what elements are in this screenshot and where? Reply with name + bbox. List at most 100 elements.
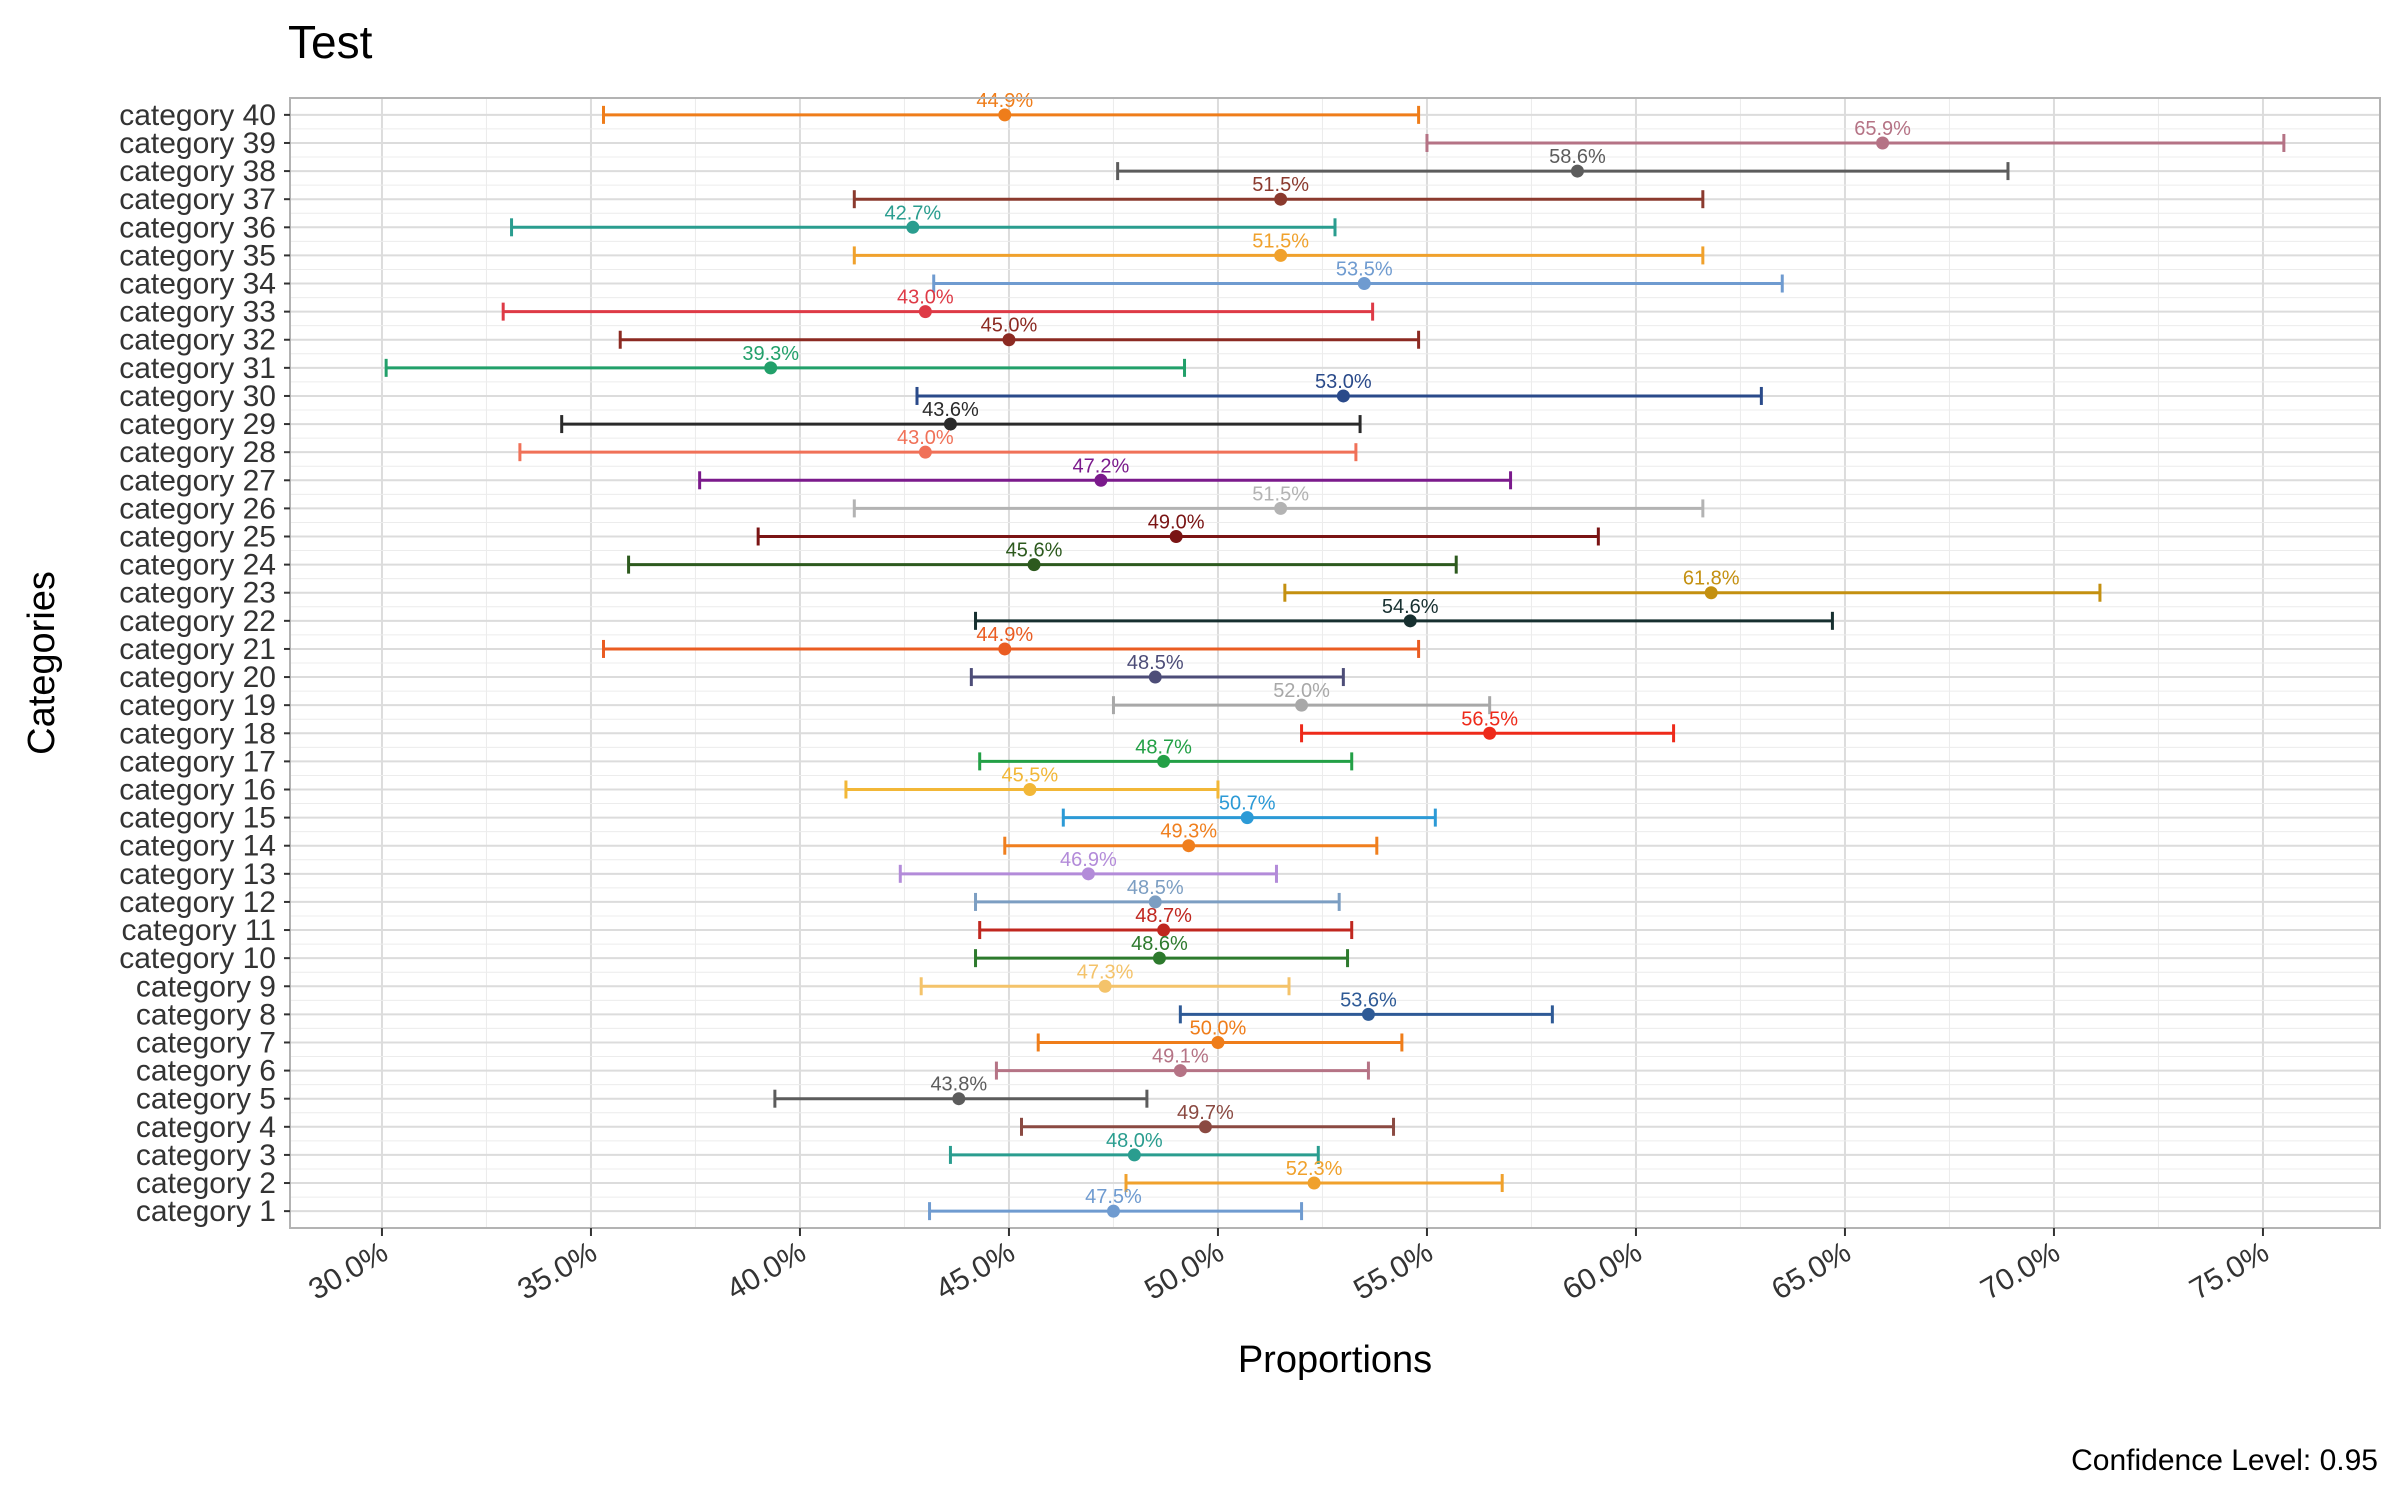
- data-label: 51.5%: [1252, 230, 1309, 252]
- y-tick-label: category 26: [119, 492, 276, 525]
- data-label: 47.3%: [1077, 961, 1134, 983]
- data-label: 44.9%: [976, 90, 1033, 112]
- y-tick-label: category 2: [136, 1167, 276, 1200]
- y-tick-label: category 5: [136, 1083, 276, 1116]
- data-point: [918, 305, 932, 319]
- data-point: [1157, 923, 1171, 937]
- data-label: 53.0%: [1315, 371, 1372, 393]
- y-tick-label: category 24: [119, 549, 276, 582]
- data-point: [1274, 501, 1288, 515]
- y-tick-label: category 3: [136, 1139, 276, 1172]
- data-point: [1094, 473, 1108, 487]
- data-label: 65.9%: [1854, 118, 1911, 140]
- data-point: [1211, 1035, 1225, 1049]
- y-tick-label: category 19: [119, 689, 276, 722]
- y-tick-label: category 15: [119, 802, 276, 835]
- data-label: 53.6%: [1340, 989, 1397, 1011]
- data-label: 48.0%: [1106, 1130, 1163, 1152]
- value-labels: 47.5% 52.3% 48.0% 49.7% 43.8% 49.1% 50.0% 53.6%…: [742, 90, 1911, 1208]
- data-label: 47.5%: [1085, 1186, 1142, 1208]
- data-point: [1483, 726, 1497, 740]
- y-tick-label: category 6: [136, 1055, 276, 1088]
- y-tick-label: category 8: [136, 998, 276, 1031]
- data-point: [998, 108, 1012, 122]
- data-label: 42.7%: [884, 202, 941, 224]
- data-label: 47.2%: [1073, 455, 1130, 477]
- data-label: 50.0%: [1190, 1017, 1247, 1039]
- y-tick-label: category 27: [119, 464, 276, 497]
- y-tick-label: category 31: [119, 352, 276, 385]
- data-point: [1002, 333, 1016, 347]
- data-label: 48.7%: [1135, 905, 1192, 927]
- y-tick-label: category 11: [121, 914, 276, 947]
- x-axis-label: Proportions: [1238, 1339, 1432, 1381]
- y-tick-label: category 21: [119, 633, 276, 666]
- y-tick-label: category 17: [119, 745, 276, 778]
- data-label: 49.3%: [1160, 821, 1217, 843]
- data-label: 52.3%: [1286, 1158, 1343, 1180]
- y-tick-label: category 16: [119, 773, 276, 806]
- data-label: 45.6%: [1006, 540, 1063, 562]
- data-point: [1169, 530, 1183, 544]
- data-label: 58.6%: [1549, 146, 1606, 168]
- data-point: [1274, 248, 1288, 262]
- y-tick-label: category 29: [119, 408, 276, 441]
- data-point: [1152, 951, 1166, 965]
- data-label: 45.0%: [981, 315, 1038, 337]
- data-point: [1106, 1204, 1120, 1218]
- data-point: [1570, 164, 1584, 178]
- data-label: 48.6%: [1131, 933, 1188, 955]
- data-point: [906, 220, 920, 234]
- y-tick-label: category 23: [119, 577, 276, 610]
- data-point: [1182, 839, 1196, 853]
- data-label: 45.5%: [1002, 764, 1059, 786]
- plot-panel-border: [289, 97, 2381, 1229]
- y-tick-label: category 14: [119, 830, 276, 863]
- data-point: [1157, 754, 1171, 768]
- data-point: [1023, 782, 1037, 796]
- y-tick-label: category 18: [119, 717, 276, 750]
- y-tick-label: category 22: [119, 605, 276, 638]
- data-label: 49.0%: [1148, 512, 1205, 534]
- data-point: [1307, 1176, 1321, 1190]
- y-tick-label: category 34: [119, 268, 276, 301]
- y-tick-label: category 4: [136, 1111, 276, 1144]
- data-point: [918, 445, 932, 459]
- data-label: 54.6%: [1382, 596, 1439, 618]
- data-label: 39.3%: [742, 343, 799, 365]
- data-point: [1127, 1148, 1141, 1162]
- data-point: [1173, 1064, 1187, 1078]
- data-point: [943, 417, 957, 431]
- y-tick-label: category 20: [119, 661, 276, 694]
- data-label: 53.5%: [1336, 259, 1393, 281]
- data-label: 43.0%: [897, 427, 954, 449]
- data-point: [1274, 192, 1288, 206]
- data-point: [1148, 895, 1162, 909]
- data-point: [1148, 670, 1162, 684]
- y-tick-label: category 37: [119, 183, 276, 216]
- y-tick-label: category 36: [119, 211, 276, 244]
- data-point: [1357, 277, 1371, 291]
- data-point: [1361, 1007, 1375, 1021]
- data-label: 49.7%: [1177, 1102, 1234, 1124]
- data-point: [952, 1092, 966, 1106]
- y-tick-label: category 33: [119, 296, 276, 329]
- data-label: 48.5%: [1127, 652, 1184, 674]
- data-label: 56.5%: [1461, 708, 1518, 730]
- y-tick-label: category 12: [119, 886, 276, 919]
- intervals: [384, 105, 2286, 1221]
- y-tick-label: category 1: [136, 1195, 276, 1228]
- data-point: [1704, 586, 1718, 600]
- data-label: 51.5%: [1252, 174, 1309, 196]
- y-tick-label: category 32: [119, 324, 276, 357]
- data-point: [1240, 811, 1254, 825]
- y-tick-label: category 38: [119, 155, 276, 188]
- data-label: 48.7%: [1135, 736, 1192, 758]
- data-label: 61.8%: [1683, 568, 1740, 590]
- data-point: [1295, 698, 1309, 712]
- data-point: [1876, 136, 1890, 150]
- y-tick-label: category 25: [119, 521, 276, 554]
- data-point: [1027, 558, 1041, 572]
